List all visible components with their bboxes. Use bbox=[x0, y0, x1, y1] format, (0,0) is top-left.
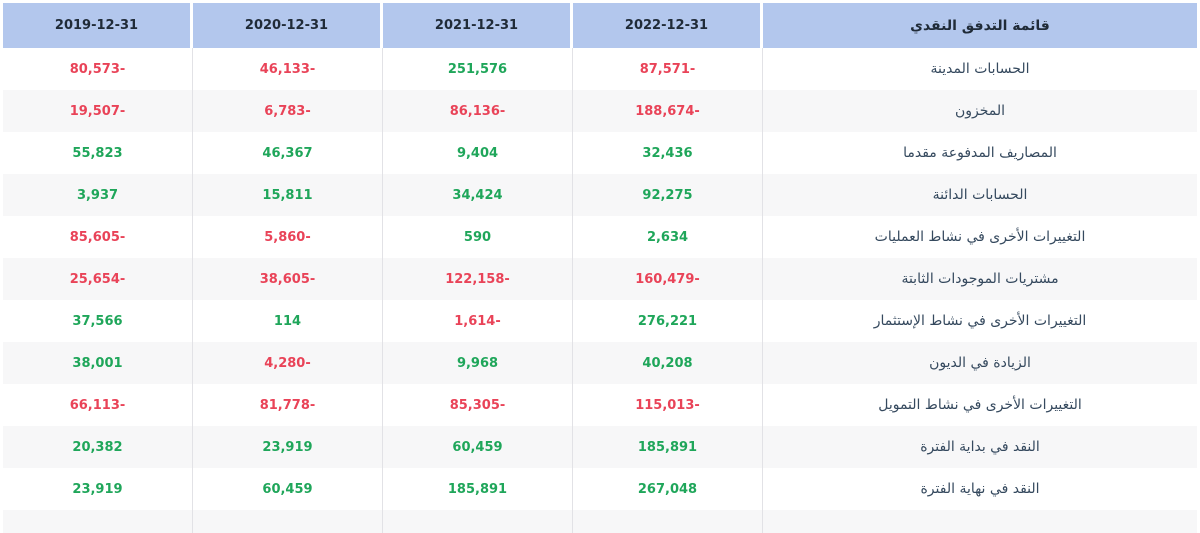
value-cell: 38,001 bbox=[3, 342, 193, 384]
value-cell: 1,614- bbox=[383, 300, 573, 342]
value-cell: 81,778- bbox=[193, 384, 383, 426]
value-cell bbox=[573, 510, 763, 533]
value-cell: 15,811 bbox=[193, 174, 383, 216]
value-cell: 2,634 bbox=[573, 216, 763, 258]
table-row: 38,001 4,280- 9,968 40,208 الزيادة في الديون bbox=[3, 342, 1197, 384]
value-cell: 37,566 bbox=[3, 300, 193, 342]
value-cell: 85,305- bbox=[383, 384, 573, 426]
value-cell: 60,459 bbox=[193, 468, 383, 510]
table-row: 25,654- 38,605- 122,158- 160,479- مشتريات ال… bbox=[3, 258, 1197, 300]
value-cell: 114 bbox=[193, 300, 383, 342]
table-row: 20,382 23,919 60,459 185,891 النقد في بداية … bbox=[3, 426, 1197, 468]
value-cell: 188,674- bbox=[573, 90, 763, 132]
table-body: 80,573- 46,133- 251,576 87,571- الحسابات الم… bbox=[3, 48, 1197, 533]
row-label: المصاريف المدفوعة مقدما bbox=[763, 132, 1197, 174]
value-cell: 25,654- bbox=[3, 258, 193, 300]
table-header: 2019-12-31 2020-12-31 2021-12-31 2022-12… bbox=[3, 3, 1197, 48]
value-cell: 160,479- bbox=[573, 258, 763, 300]
partial-table-row bbox=[3, 510, 1197, 533]
value-cell: 60,459 bbox=[383, 426, 573, 468]
value-cell: 32,436 bbox=[573, 132, 763, 174]
cash-flow-table: 2019-12-31 2020-12-31 2021-12-31 2022-12… bbox=[3, 3, 1197, 533]
value-cell: 23,919 bbox=[193, 426, 383, 468]
value-cell: 34,424 bbox=[383, 174, 573, 216]
value-cell: 185,891 bbox=[573, 426, 763, 468]
value-cell bbox=[3, 510, 193, 533]
value-cell: 85,605- bbox=[3, 216, 193, 258]
table-title: قائمة التدفق النقدي bbox=[763, 3, 1197, 48]
table-row: 55,823 46,367 9,404 32,436 المصاريف المدفوعة… bbox=[3, 132, 1197, 174]
value-cell: 3,937 bbox=[3, 174, 193, 216]
value-cell: 19,507- bbox=[3, 90, 193, 132]
table-row: 85,605- 5,860- 590 2,634 التغييرات الأخرى في… bbox=[3, 216, 1197, 258]
value-cell: 92,275 bbox=[573, 174, 763, 216]
row-label: الحسابات الدائنة bbox=[763, 174, 1197, 216]
value-cell: 185,891 bbox=[383, 468, 573, 510]
row-label: النقد في بداية الفترة bbox=[763, 426, 1197, 468]
value-cell: 115,013- bbox=[573, 384, 763, 426]
table-row: 66,113- 81,778- 85,305- 115,013- التغييرات ا… bbox=[3, 384, 1197, 426]
value-cell: 9,404 bbox=[383, 132, 573, 174]
value-cell: 276,221 bbox=[573, 300, 763, 342]
row-label bbox=[763, 510, 1197, 533]
column-header-2022: 2022-12-31 bbox=[573, 3, 763, 48]
column-header-2021: 2021-12-31 bbox=[383, 3, 573, 48]
value-cell: 5,860- bbox=[193, 216, 383, 258]
value-cell: 20,382 bbox=[3, 426, 193, 468]
row-label: المخزون bbox=[763, 90, 1197, 132]
value-cell: 6,783- bbox=[193, 90, 383, 132]
column-header-2020: 2020-12-31 bbox=[193, 3, 383, 48]
row-label: الزيادة في الديون bbox=[763, 342, 1197, 384]
table-row: 19,507- 6,783- 86,136- 188,674- المخزون bbox=[3, 90, 1197, 132]
value-cell: 86,136- bbox=[383, 90, 573, 132]
table-row: 80,573- 46,133- 251,576 87,571- الحسابات الم… bbox=[3, 48, 1197, 90]
value-cell: 46,133- bbox=[193, 48, 383, 90]
value-cell: 46,367 bbox=[193, 132, 383, 174]
row-label: الحسابات المدينة bbox=[763, 48, 1197, 90]
row-label: التغييرات الأخرى في نشاط التمويل bbox=[763, 384, 1197, 426]
row-label: النقد في نهاية الفترة bbox=[763, 468, 1197, 510]
value-cell: 23,919 bbox=[3, 468, 193, 510]
value-cell: 80,573- bbox=[3, 48, 193, 90]
row-label: مشتريات الموجودات الثابتة bbox=[763, 258, 1197, 300]
value-cell: 267,048 bbox=[573, 468, 763, 510]
value-cell: 38,605- bbox=[193, 258, 383, 300]
table-row: 23,919 60,459 185,891 267,048 النقد في نهاية… bbox=[3, 468, 1197, 510]
table-row: 3,937 15,811 34,424 92,275 الحسابات الدائنة bbox=[3, 174, 1197, 216]
value-cell: 66,113- bbox=[3, 384, 193, 426]
value-cell: 251,576 bbox=[383, 48, 573, 90]
row-label: التغييرات الأخرى في نشاط العمليات bbox=[763, 216, 1197, 258]
header-row: 2019-12-31 2020-12-31 2021-12-31 2022-12… bbox=[3, 3, 1197, 48]
value-cell: 55,823 bbox=[3, 132, 193, 174]
value-cell: 122,158- bbox=[383, 258, 573, 300]
value-cell bbox=[383, 510, 573, 533]
value-cell: 590 bbox=[383, 216, 573, 258]
value-cell: 40,208 bbox=[573, 342, 763, 384]
row-label: التغييرات الأخرى في نشاط الإستثمار bbox=[763, 300, 1197, 342]
value-cell: 9,968 bbox=[383, 342, 573, 384]
value-cell: 4,280- bbox=[193, 342, 383, 384]
value-cell bbox=[193, 510, 383, 533]
value-cell: 87,571- bbox=[573, 48, 763, 90]
table-row: 37,566 114 1,614- 276,221 التغييرات الأخرى ف… bbox=[3, 300, 1197, 342]
column-header-2019: 2019-12-31 bbox=[3, 3, 193, 48]
